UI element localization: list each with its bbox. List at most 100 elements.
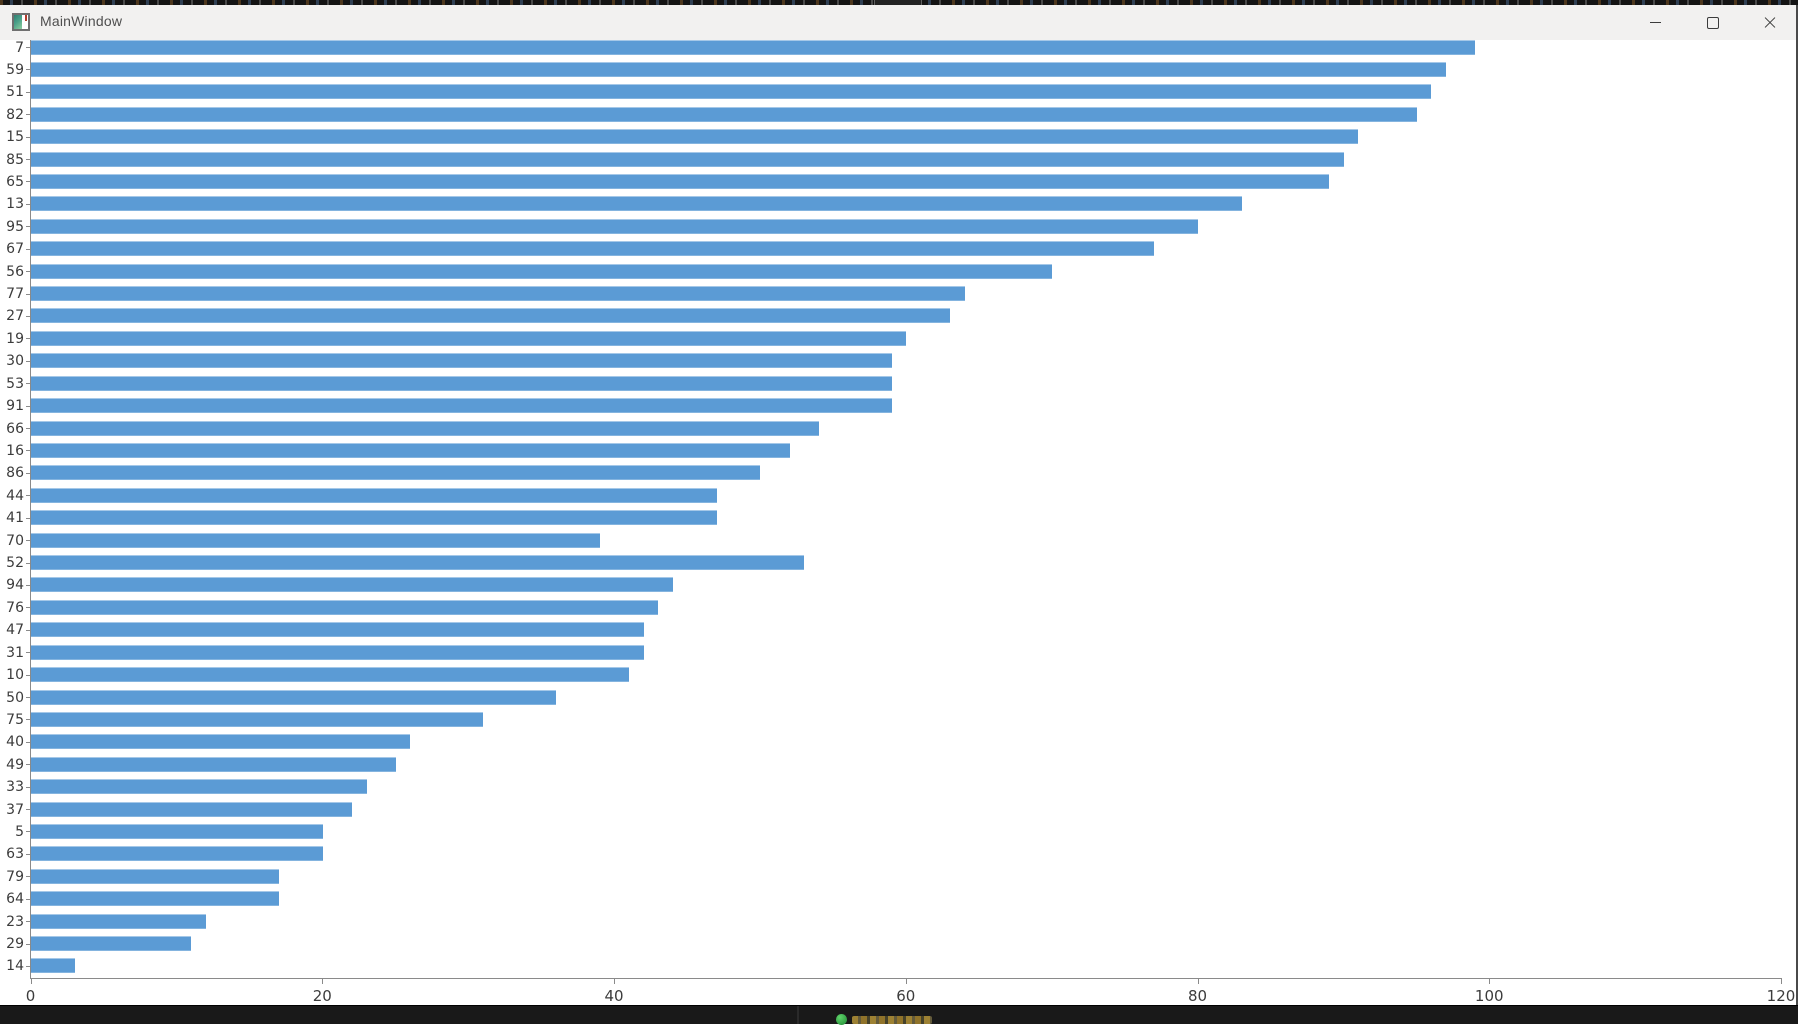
- x-tick: [614, 979, 615, 984]
- bar: [31, 868, 279, 884]
- bar: [31, 779, 367, 795]
- bar: [31, 106, 1417, 122]
- y-tick: [25, 226, 30, 228]
- y-tick-label: 16: [6, 442, 24, 459]
- maximize-button[interactable]: [1684, 5, 1741, 40]
- bar: [31, 39, 1476, 55]
- y-tick-label: 53: [6, 375, 24, 392]
- y-tick-label: 75: [6, 711, 24, 728]
- y-tick: [25, 562, 30, 564]
- y-tick-label: 47: [6, 622, 24, 639]
- x-tick-label: 0: [25, 987, 36, 1005]
- minimize-button[interactable]: [1627, 5, 1684, 40]
- bar: [31, 599, 659, 615]
- y-tick: [25, 831, 30, 833]
- y-tick: [25, 965, 30, 967]
- y-tick-label: 31: [6, 644, 24, 661]
- x-tick: [322, 979, 324, 984]
- y-tick: [25, 383, 30, 385]
- y-tick-label: 40: [6, 734, 24, 751]
- bar: [31, 487, 717, 503]
- bar: [31, 846, 323, 862]
- bar: [31, 330, 907, 346]
- bar: [31, 958, 75, 974]
- x-tick-label: 100: [1474, 987, 1504, 1005]
- y-tick-label: 29: [6, 936, 24, 953]
- bar: [31, 173, 1330, 189]
- y-tick-label: 15: [6, 129, 24, 146]
- maximize-icon: [1706, 16, 1719, 29]
- y-tick-label: 67: [6, 241, 24, 258]
- y-tick: [25, 809, 30, 811]
- y-tick: [25, 450, 30, 452]
- y-tick: [25, 495, 30, 497]
- y-tick: [25, 719, 30, 721]
- bar: [31, 151, 1344, 167]
- bar: [31, 84, 1432, 100]
- bar: [31, 353, 892, 369]
- y-tick-label: 30: [6, 353, 24, 370]
- bar: [31, 286, 965, 302]
- bar: [31, 532, 600, 548]
- bar: [31, 823, 323, 839]
- y-tick: [25, 741, 30, 743]
- y-tick: [25, 159, 30, 161]
- y-tick: [25, 943, 30, 945]
- y-tick: [25, 315, 30, 317]
- y-tick-label: 41: [6, 510, 24, 527]
- y-tick-label: 5: [15, 823, 24, 840]
- window-controls: [1627, 5, 1798, 40]
- bar: [31, 756, 396, 772]
- y-tick: [25, 697, 30, 698]
- bar: [31, 241, 1155, 257]
- y-tick: [25, 293, 30, 295]
- y-tick-label: 49: [6, 756, 24, 773]
- x-tick: [1781, 979, 1782, 984]
- x-tick: [1489, 979, 1491, 984]
- y-tick-label: 52: [6, 555, 24, 572]
- y-tick-label: 56: [6, 263, 24, 280]
- bar: [31, 465, 761, 481]
- y-tick-label: 44: [6, 487, 24, 504]
- bar: [31, 936, 192, 952]
- y-tick: [25, 764, 30, 766]
- taskbar-strip[interactable]: [0, 1005, 1798, 1025]
- window-right-border: [1796, 5, 1798, 1006]
- y-tick: [25, 876, 30, 878]
- y-tick-label: 94: [6, 577, 24, 594]
- y-tick: [25, 853, 30, 855]
- window-titlebar[interactable]: MainWindow: [0, 5, 1798, 41]
- bar: [31, 577, 673, 593]
- x-tick: [30, 979, 32, 984]
- minimize-icon: [1650, 22, 1661, 23]
- y-tick-label: 86: [6, 465, 24, 482]
- plot-area: 7 59 51 82 15 85 65 13 95 67 56 77 27 19 30 53 91 66 16 86 4…: [0, 39, 1798, 1006]
- taskbar-status-dot-icon: [836, 1014, 847, 1025]
- y-tick: [25, 271, 30, 273]
- y-tick: [25, 69, 30, 71]
- bar: [31, 689, 557, 705]
- y-tick: [25, 674, 30, 676]
- y-tick: [25, 786, 30, 788]
- y-tick: [25, 607, 30, 609]
- bar: [31, 801, 352, 817]
- y-tick-label: 19: [6, 330, 24, 347]
- y-tick-label: 37: [6, 801, 24, 818]
- y-tick-label: 51: [6, 84, 24, 101]
- y-tick-label: 13: [6, 196, 24, 213]
- bar: [31, 442, 790, 458]
- y-tick-label: 77: [6, 286, 24, 303]
- close-button[interactable]: [1741, 5, 1798, 40]
- taskbar-label-smudge: [852, 1016, 932, 1024]
- y-tick-label: 76: [6, 599, 24, 616]
- bar: [31, 196, 1242, 212]
- bar: [31, 420, 819, 436]
- bar: [31, 375, 892, 391]
- taskbar-seam: [797, 1006, 799, 1024]
- app-icon-pane: [14, 15, 22, 29]
- y-tick: [25, 91, 30, 93]
- app-window-icon: [12, 13, 30, 31]
- bar: [31, 510, 717, 526]
- bar: [31, 129, 1359, 145]
- x-tick-label: 40: [604, 987, 624, 1005]
